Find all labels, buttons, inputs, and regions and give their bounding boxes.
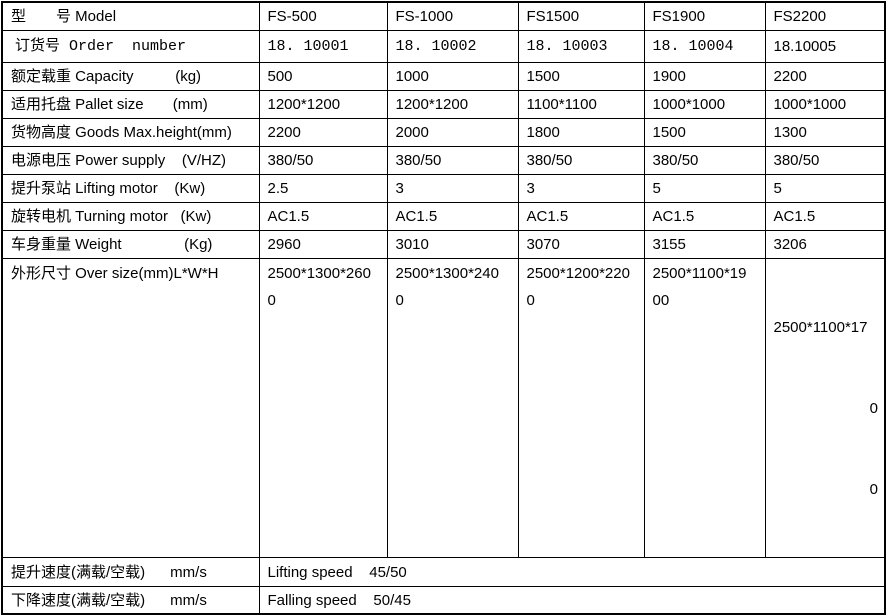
order-value-cell: 18. 10003 <box>517 30 645 63</box>
spec-value-cell: 2200 <box>764 62 886 91</box>
spec-label-cell: 旋转电机 Turning motor (Kw) <box>1 202 260 231</box>
spec-value-cell: 1900 <box>643 62 766 91</box>
spec-value-cell: 3 <box>517 174 645 203</box>
spec-value-cell: 1100*1100 <box>517 90 645 119</box>
spec-value-cell: AC1.5 <box>386 202 519 231</box>
oversize-value-cell: 2500*1100*17 0 0 <box>764 258 886 558</box>
model-row: 型 号 Model FS-500 FS-1000 FS1500 FS1900 F… <box>1 1 886 31</box>
spec-value-cell: 380/50 <box>764 146 886 175</box>
model-value-cell: FS1500 <box>517 1 645 31</box>
spec-value-cell: 1500 <box>643 118 766 147</box>
spec-value-cell: 380/50 <box>258 146 388 175</box>
lifting-speed-row: 提升速度(满载/空载) mm/s Lifting speed 45/50 <box>1 557 886 587</box>
oversize-value-cell: 2500*1300*260 0 <box>258 258 388 558</box>
oversize-line: 0 <box>869 481 878 498</box>
oversize-row: 外形尺寸 Over size(mm)L*W*H 2500*1300*260 0 … <box>1 258 886 558</box>
model-label-cell: 型 号 Model <box>1 1 260 31</box>
spec-value-cell: 1500 <box>517 62 645 91</box>
spec-label-cell: 额定载重 Capacity (kg) <box>1 62 260 91</box>
order-value-cell: 18. 10004 <box>643 30 766 63</box>
oversize-label-cell: 外形尺寸 Over size(mm)L*W*H <box>1 258 260 558</box>
order-label-cell: 订货号 Order number <box>1 30 260 63</box>
spec-value-cell: 5 <box>643 174 766 203</box>
spec-value-cell: 3155 <box>643 230 766 259</box>
spec-value-cell: 2960 <box>258 230 388 259</box>
spec-label-cell: 提升泵站 Lifting motor (Kw) <box>1 174 260 203</box>
spec-label-cell: 电源电压 Power supply (V/HZ) <box>1 146 260 175</box>
weight-row: 车身重量 Weight (Kg) 2960 3010 3070 3155 320… <box>1 230 886 259</box>
spec-value-cell: 3070 <box>517 230 645 259</box>
spec-value-cell: 1800 <box>517 118 645 147</box>
spec-label-cell: 货物高度 Goods Max.height(mm) <box>1 118 260 147</box>
spec-value-cell: 2200 <box>258 118 388 147</box>
spec-value-cell: 2000 <box>386 118 519 147</box>
spec-label-cell: 车身重量 Weight (Kg) <box>1 230 260 259</box>
spec-value-cell: 5 <box>764 174 886 203</box>
model-value-cell: FS-1000 <box>386 1 519 31</box>
spec-label-cell: 适用托盘 Pallet size (mm) <box>1 90 260 119</box>
falling-speed-row: 下降速度(满载/空载) mm/s Falling speed 50/45 <box>1 586 886 615</box>
capacity-row: 额定载重 Capacity (kg) 500 1000 1500 1900 22… <box>1 62 886 91</box>
spec-value-cell: 380/50 <box>643 146 766 175</box>
order-value-cell: 18. 10001 <box>258 30 388 63</box>
spec-value-cell: 3 <box>386 174 519 203</box>
oversize-line: 0 <box>869 400 878 417</box>
spec-value-cell: 380/50 <box>517 146 645 175</box>
oversize-value-cell: 2500*1300*240 0 <box>386 258 519 558</box>
turning-motor-row: 旋转电机 Turning motor (Kw) AC1.5 AC1.5 AC1.… <box>1 202 886 231</box>
goods-height-row: 货物高度 Goods Max.height(mm) 2200 2000 1800… <box>1 118 886 147</box>
model-value-cell: FS1900 <box>643 1 766 31</box>
lifting-motor-row: 提升泵站 Lifting motor (Kw) 2.5 3 3 5 5 <box>1 174 886 203</box>
order-number-row: 订货号 Order number 18. 10001 18. 10002 18.… <box>1 30 886 63</box>
spec-value-cell: 1000*1000 <box>643 90 766 119</box>
oversize-line: 2500*1100*17 <box>773 319 868 336</box>
order-value-cell: 18.10005 <box>764 30 886 63</box>
spec-value-cell: 3010 <box>386 230 519 259</box>
model-value-cell: FS2200 <box>764 1 886 31</box>
spec-value-cell: 1000 <box>386 62 519 91</box>
spec-value-cell: 3206 <box>764 230 886 259</box>
model-value-cell: FS-500 <box>258 1 388 31</box>
power-supply-row: 电源电压 Power supply (V/HZ) 380/50 380/50 3… <box>1 146 886 175</box>
spec-value-cell: AC1.5 <box>643 202 766 231</box>
oversize-value-cell: 2500*1100*19 00 <box>643 258 766 558</box>
speed-label-cell: 提升速度(满载/空载) mm/s <box>1 557 260 587</box>
spec-value-cell: 1000*1000 <box>764 90 886 119</box>
speed-value-cell: Falling speed 50/45 <box>258 586 886 615</box>
spec-value-cell: AC1.5 <box>764 202 886 231</box>
spec-value-cell: 380/50 <box>386 146 519 175</box>
spec-value-cell: 2.5 <box>258 174 388 203</box>
spec-value-cell: AC1.5 <box>258 202 388 231</box>
spec-value-cell: 1200*1200 <box>386 90 519 119</box>
order-value-cell: 18. 10002 <box>386 30 519 63</box>
spec-value-cell: AC1.5 <box>517 202 645 231</box>
speed-label-cell: 下降速度(满载/空载) mm/s <box>1 586 260 615</box>
spec-value-cell: 500 <box>258 62 388 91</box>
speed-value-cell: Lifting speed 45/50 <box>258 557 886 587</box>
spec-value-cell: 1300 <box>764 118 886 147</box>
oversize-value-cell: 2500*1200*220 0 <box>517 258 645 558</box>
spec-value-cell: 1200*1200 <box>258 90 388 119</box>
pallet-size-row: 适用托盘 Pallet size (mm) 1200*1200 1200*120… <box>1 90 886 119</box>
